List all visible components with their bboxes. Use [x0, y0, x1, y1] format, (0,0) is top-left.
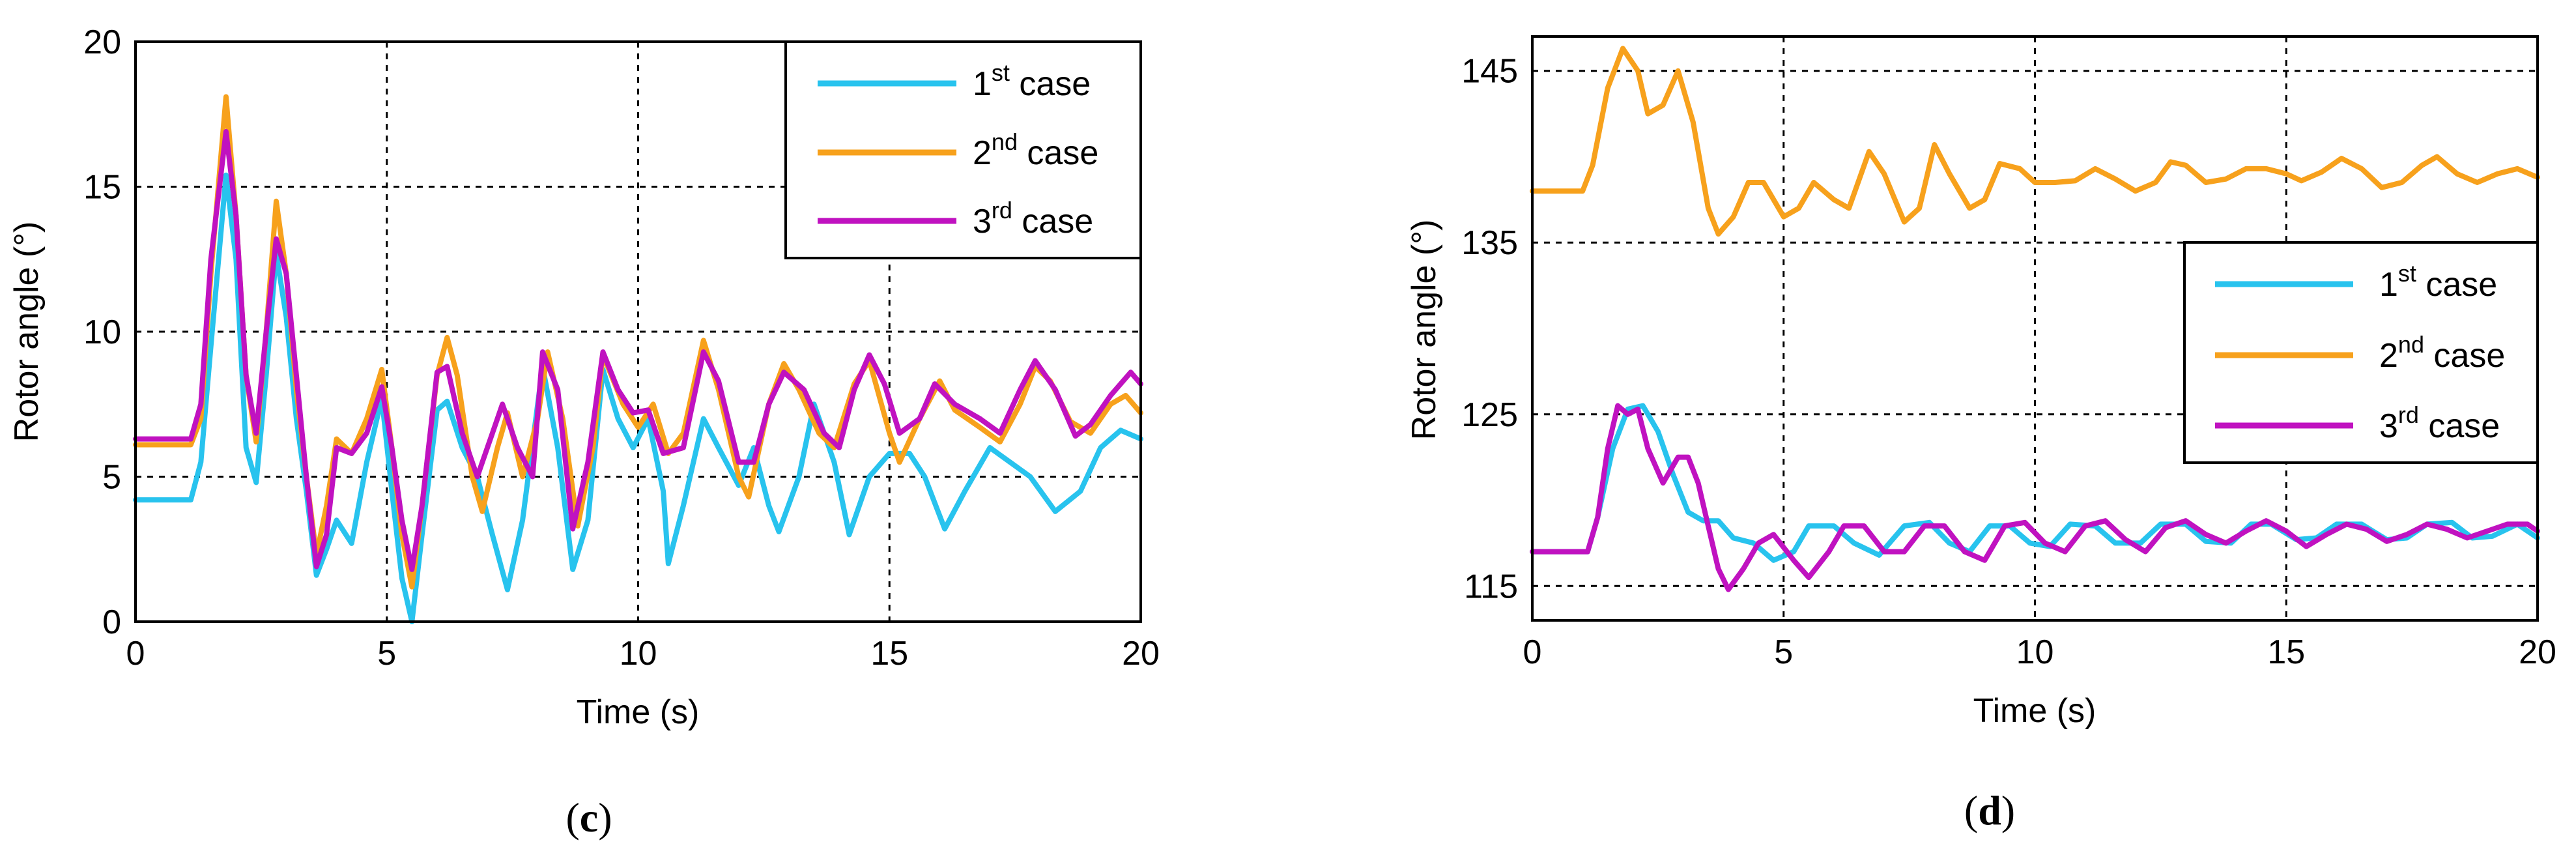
x-tick-labels: 0 5 10 15 20	[1523, 633, 2556, 671]
x-tick-label: 10	[620, 635, 657, 672]
y-tick-labels: 0 5 10 15 20	[83, 23, 121, 641]
x-tick-label: 10	[2016, 633, 2054, 671]
series-line-2nd-case	[1530, 46, 2540, 237]
series-group	[133, 94, 1143, 624]
plot-frame	[134, 40, 1142, 623]
legend-label: 3rd case	[2379, 401, 2500, 445]
y-tick-label: 0	[102, 603, 121, 641]
panel-label: (d)	[1964, 787, 2015, 833]
y-axis-label: Rotor angle (°)	[8, 222, 46, 442]
legend: 1st case 2nd case 3rd case	[2183, 241, 2539, 464]
x-axis-label: Time (s)	[1973, 692, 2097, 730]
series-line-1st-case	[133, 172, 1143, 624]
series-line-3rd-case	[133, 129, 1143, 572]
y-tick-label: 135	[1461, 224, 1518, 262]
x-tick-label: 20	[1122, 635, 1160, 672]
x-tick-label: 15	[870, 635, 908, 672]
y-tick-labels: 115 125 135 145	[1461, 53, 1518, 606]
legend-label: 1st case	[2379, 260, 2497, 304]
y-tick-label: 145	[1461, 53, 1518, 91]
chart-panel-d: 0 5 10 15 20 115 125 135 145 Time (s) Rotor ang…	[1405, 35, 2556, 833]
x-tick-label: 0	[126, 635, 145, 672]
x-tick-labels: 0 5 10 15 20	[126, 635, 1160, 672]
legend: 1st case 2nd case 3rd case	[784, 40, 1142, 259]
x-tick-label: 5	[1774, 633, 1793, 671]
series-group	[1530, 46, 2540, 592]
panel-label: (c)	[565, 794, 612, 841]
x-tick-label: 15	[2267, 633, 2305, 671]
chart-panel-c: 0 5 10 15 20 0 5 10 15 20 Time (s) Rotor angle (…	[8, 23, 1160, 841]
x-tick-label: 5	[377, 635, 396, 672]
y-tick-label: 20	[83, 23, 121, 61]
y-tick-label: 125	[1461, 396, 1518, 434]
legend-label: 1st case	[973, 59, 1091, 103]
x-axis-label: Time (s)	[577, 693, 700, 731]
x-tick-label: 20	[2519, 633, 2556, 671]
y-tick-label: 115	[1464, 568, 1518, 605]
y-tick-label: 10	[83, 313, 121, 351]
y-axis-label: Rotor angle (°)	[1405, 220, 1443, 441]
series-line-3rd-case	[1530, 403, 2540, 592]
x-tick-label: 0	[1523, 633, 1542, 671]
legend-label: 3rd case	[973, 197, 1093, 240]
y-tick-label: 15	[83, 169, 121, 207]
y-tick-label: 5	[102, 459, 121, 497]
legend-label: 2nd case	[973, 128, 1098, 172]
legend-label: 2nd case	[2379, 331, 2505, 375]
